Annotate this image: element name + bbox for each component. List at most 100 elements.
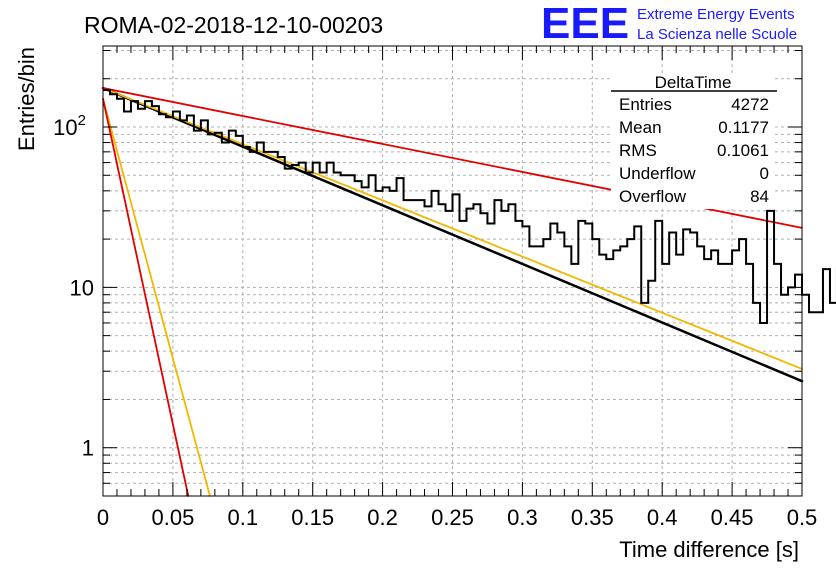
histogram-bin	[194, 131, 201, 496]
y-tick-label: 10	[70, 275, 94, 300]
histogram-bin	[697, 246, 704, 496]
stats-value: 0	[760, 164, 769, 183]
x-tick-label: 0.4	[647, 505, 678, 530]
histogram-bin	[439, 204, 446, 496]
histogram-bin	[753, 303, 760, 496]
histogram-bin	[285, 169, 292, 496]
stats-label: RMS	[619, 141, 657, 160]
histogram-bin	[508, 204, 515, 496]
histogram-bin	[453, 194, 460, 496]
histogram-bin	[494, 200, 501, 496]
x-tick-label: 0.45	[711, 505, 754, 530]
x-tick-label: 0	[97, 505, 109, 530]
histogram-bin	[418, 200, 425, 496]
histogram-bin	[124, 111, 131, 496]
stats-value: 0.1061	[717, 141, 769, 160]
stats-label: Overflow	[619, 187, 687, 206]
stats-box-bg	[611, 73, 775, 209]
histogram-bin	[550, 224, 557, 496]
histogram-bin	[369, 175, 376, 496]
histogram-bin	[376, 191, 383, 496]
histogram-bin	[159, 114, 166, 496]
histogram-bin	[620, 246, 627, 496]
histogram-bin	[229, 131, 236, 496]
histogram-bin	[739, 239, 746, 496]
chart-title: ROMA-02-2018-12-10-00203	[84, 12, 383, 38]
histogram-bin	[669, 232, 676, 496]
histogram-bin	[662, 264, 669, 496]
histogram-bin	[383, 187, 390, 496]
histogram-bin	[341, 175, 348, 496]
histogram-bin	[655, 221, 662, 496]
fit-curve-5	[102, 97, 190, 497]
logo-line-2: La Scienza nelle Scuole	[637, 26, 797, 43]
fit-curves	[101, 86, 804, 497]
histogram-bin	[299, 163, 306, 496]
histogram-bin	[571, 264, 578, 496]
histogram-bin	[257, 143, 264, 496]
x-tick-label: 0.05	[151, 505, 194, 530]
histogram-bin	[823, 269, 830, 496]
histogram-bin	[271, 152, 278, 496]
histogram-bin	[459, 221, 466, 496]
stats-value: 0.1177	[718, 118, 769, 137]
histogram-outline	[103, 89, 836, 324]
histogram-bin	[690, 232, 697, 496]
histogram-bin	[397, 178, 404, 496]
histogram-bin	[606, 259, 613, 496]
histogram-series	[103, 89, 836, 496]
histogram-bin	[278, 157, 285, 496]
histogram-bin	[222, 143, 229, 496]
histogram-bin	[704, 259, 711, 496]
histogram-bin	[515, 221, 522, 496]
histogram-bin	[320, 173, 327, 496]
histogram-bin	[334, 173, 341, 496]
x-tick-label: 0.1	[228, 505, 259, 530]
histogram-bin	[236, 136, 243, 496]
histogram-bin	[732, 250, 739, 496]
x-tick-label: 0.5	[787, 505, 818, 530]
histogram-bin	[208, 134, 215, 496]
histogram-bin	[131, 101, 138, 496]
histogram-bin	[201, 120, 208, 496]
histogram-bin	[292, 165, 299, 496]
stats-label: Mean	[619, 118, 662, 137]
histogram-bin	[627, 239, 634, 496]
y-tick-labels: 1 10 102	[53, 112, 94, 461]
histogram-bin	[788, 287, 795, 496]
histogram-bin	[390, 191, 397, 496]
stats-label: Underflow	[619, 164, 696, 183]
stats-value: 84	[750, 187, 769, 206]
histogram-bin	[362, 187, 369, 496]
grid	[103, 46, 802, 497]
histogram-bin	[830, 303, 836, 496]
histogram-bin	[543, 239, 550, 496]
histogram-bin	[152, 106, 159, 496]
x-tick-label: 0.2	[367, 505, 398, 530]
y-axis-label: Entries/bin	[14, 47, 39, 151]
histogram-bin	[718, 264, 725, 496]
histogram-bin	[425, 206, 432, 496]
histogram-bin	[110, 94, 117, 496]
histogram-bin	[564, 246, 571, 496]
histogram-bin	[404, 200, 411, 496]
histogram-bin	[781, 295, 788, 496]
stats-rows: Entries 4272 Mean 0.1177 RMS 0.1061 Underflow 0…	[619, 95, 769, 206]
histogram-bin	[676, 255, 683, 496]
histogram-bin	[243, 147, 250, 496]
logo-mark: EEE	[541, 0, 629, 48]
histogram-bin	[711, 250, 718, 496]
histogram-bin	[138, 109, 145, 496]
histogram-bin	[809, 312, 816, 496]
y-tick-label: 102	[53, 112, 86, 140]
histogram-bin	[592, 239, 599, 496]
histogram-bin	[774, 264, 781, 496]
histogram-bin	[634, 226, 641, 496]
histogram-bin	[480, 213, 487, 496]
histogram-bin	[760, 323, 767, 496]
x-tick-label: 0.3	[507, 505, 538, 530]
histogram-bin	[103, 90, 110, 496]
histogram-bin	[725, 264, 732, 496]
